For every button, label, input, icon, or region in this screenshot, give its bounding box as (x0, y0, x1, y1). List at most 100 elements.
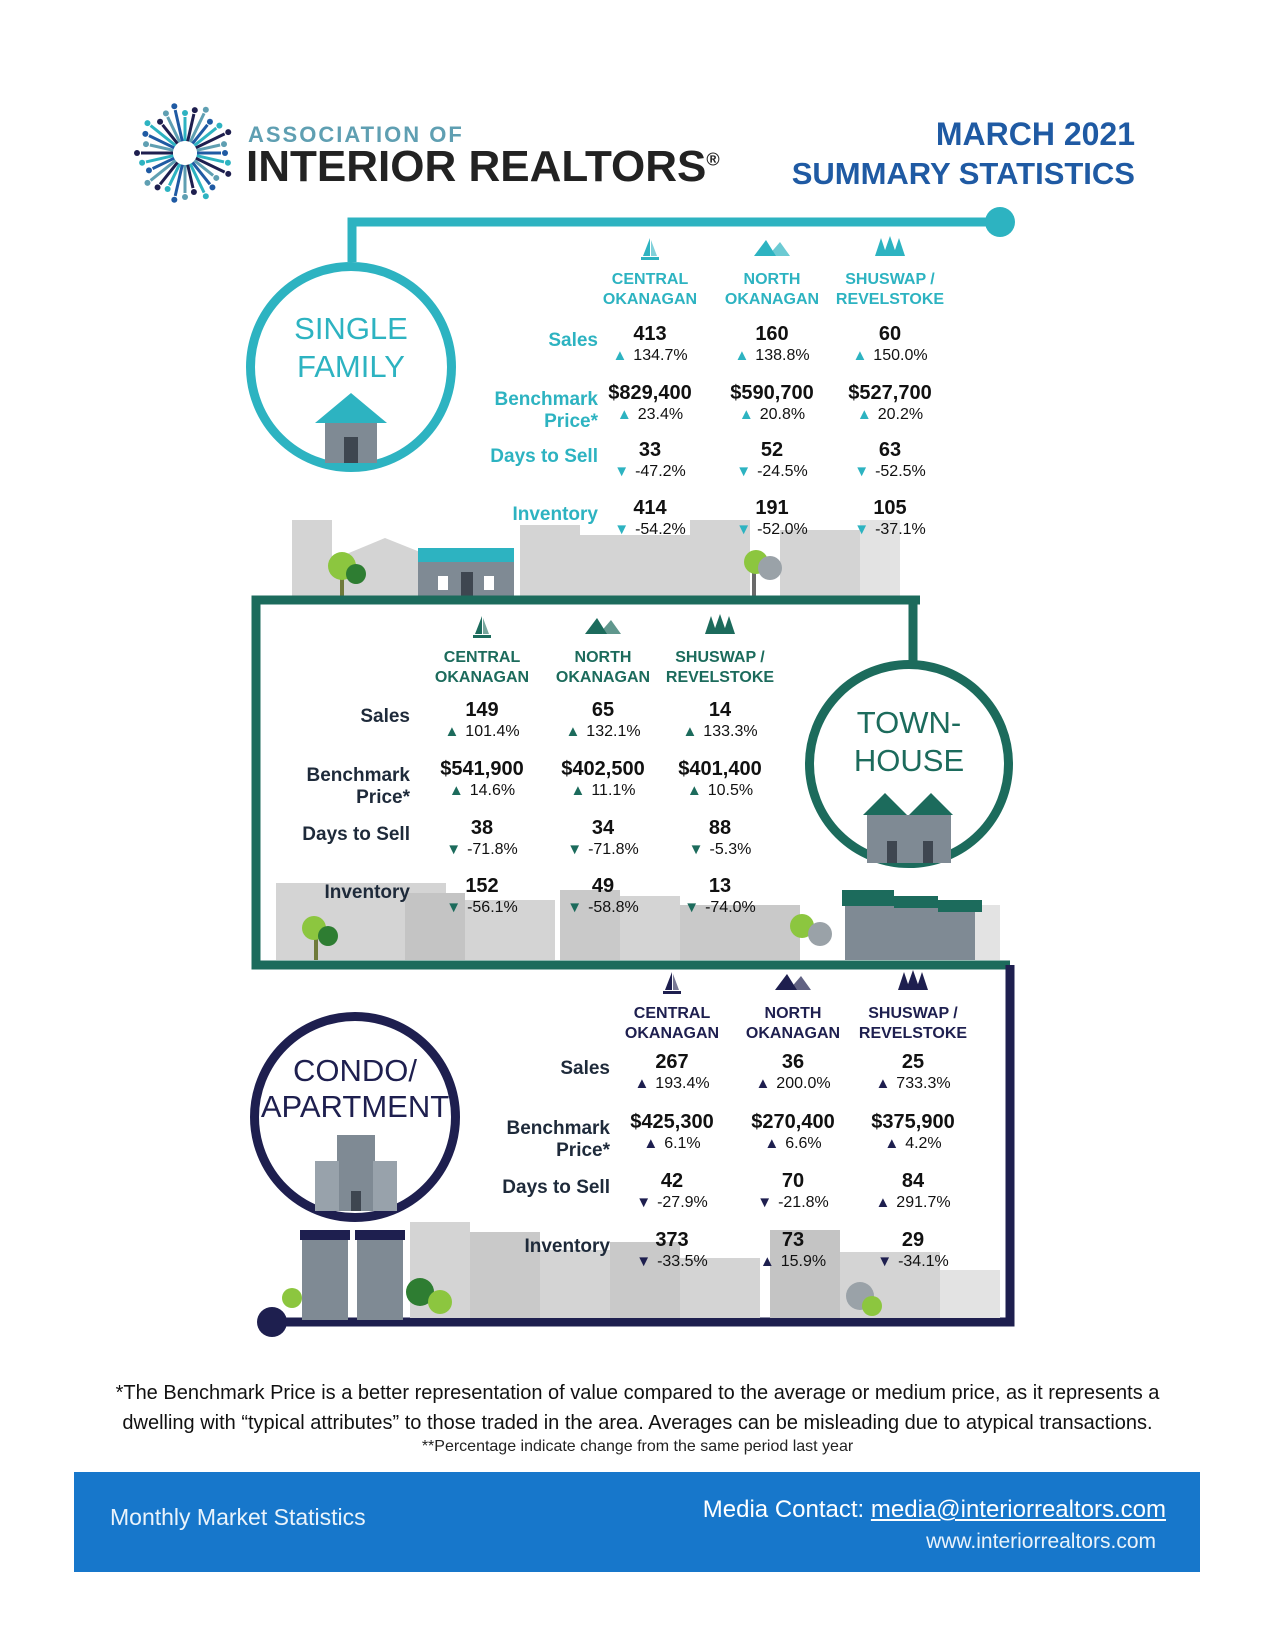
region-header-line1: NORTH (764, 1005, 822, 1022)
row-label-benchmark: Benchmark Price* (306, 765, 411, 808)
region-header: SHUSWAP / REVELSTOKE (660, 648, 780, 688)
condo-connector-dot (257, 1307, 287, 1337)
stat-change: -74.0% (705, 899, 756, 916)
row-label-days: Days to Sell (490, 446, 598, 467)
row-label-days: Days to Sell (302, 824, 410, 845)
stat-change: 200.0% (776, 1075, 831, 1092)
arrow-up-icon: ▲ (734, 347, 750, 364)
condo-frame (275, 965, 1015, 1327)
arrow-up-icon: ▲ (634, 1075, 650, 1092)
media-email-link[interactable]: media@interiorrealtors.com (870, 1496, 1166, 1523)
stat-cell: $527,700 ▲ 20.2% (830, 381, 950, 425)
region-header: SHUSWAP / REVELSTOKE (853, 1004, 973, 1044)
stat-value: 191 (755, 497, 789, 519)
stat-change: 134.7% (633, 347, 688, 364)
stat-cell: 84 ▲ 291.7% (853, 1169, 973, 1213)
region-icon-wrap (733, 970, 853, 996)
stat-cell: 414 ▼ -54.2% (590, 496, 710, 540)
stat-cell: 65 ▲ 132.1% (543, 698, 663, 742)
arrow-up-icon: ▲ (875, 1075, 891, 1092)
arrow-down-icon: ▼ (736, 521, 752, 538)
stat-change: 150.0% (873, 347, 928, 364)
stat-cell: $829,400 ▲ 23.4% (590, 381, 710, 425)
stat-value: $270,400 (751, 1111, 835, 1133)
arrow-down-icon: ▼ (567, 841, 583, 858)
stat-change: -37.1% (875, 521, 926, 538)
region-icon-wrap (612, 970, 732, 996)
mountains-icon (752, 240, 792, 262)
arrow-down-icon: ▼ (736, 463, 752, 480)
region-header-line1: CENTRAL (443, 649, 521, 666)
region-header: SHUSWAP / REVELSTOKE (830, 270, 950, 310)
stat-cell: $402,500 ▲ 11.1% (543, 757, 663, 801)
stat-cell: $541,900 ▲ 14.6% (422, 757, 542, 801)
single-family-title-line1: SINGLE (294, 311, 408, 346)
connector-dot (985, 207, 1015, 237)
arrow-up-icon: ▲ (759, 1253, 775, 1270)
stat-value: 105 (873, 497, 907, 519)
stat-value: 36 (781, 1051, 805, 1073)
region-header-line1: SHUSWAP / (845, 271, 935, 288)
arrow-down-icon: ▼ (684, 899, 700, 916)
stat-cell: 160 ▲ 138.8% (712, 322, 832, 366)
region-header: CENTRAL OKANAGAN (422, 648, 542, 688)
mountains-icon (583, 618, 623, 640)
stat-value: 267 (655, 1051, 689, 1073)
stat-change: 20.2% (877, 406, 924, 423)
arrow-up-icon: ▲ (612, 347, 628, 364)
single-family-skyline (292, 520, 900, 600)
stat-cell: $270,400 ▲ 6.6% (733, 1110, 853, 1154)
stat-value: $829,400 (608, 382, 692, 404)
stat-value: 160 (755, 323, 789, 345)
stat-change: -58.8% (588, 899, 639, 916)
stat-cell: 63 ▼ -52.5% (830, 438, 950, 482)
region-header: NORTH OKANAGAN (712, 270, 832, 310)
stat-value: $541,900 (440, 758, 524, 780)
region-icon-wrap (853, 970, 973, 996)
arrow-down-icon: ▼ (614, 521, 630, 538)
region-header-line2: OKANAGAN (434, 669, 530, 686)
footnote-line2: dwelling with “typical attributes” to th… (122, 1412, 1153, 1434)
stat-change: 733.3% (896, 1075, 951, 1092)
stat-value: 42 (660, 1170, 684, 1192)
stat-cell: 29 ▼ -34.1% (853, 1228, 973, 1272)
arrow-down-icon: ▼ (854, 521, 870, 538)
region-header-line2: OKANAGAN (555, 669, 651, 686)
sunburst-logo-icon (134, 103, 232, 203)
condo-title-line2: APARTMENT (260, 1089, 450, 1124)
region-icon-wrap (830, 236, 950, 262)
stat-cell: 38 ▼ -71.8% (422, 816, 542, 860)
region-header-line2: REVELSTOKE (665, 669, 775, 686)
single-family-title-line2: FAMILY (297, 349, 405, 384)
row-label-days: Days to Sell (502, 1177, 610, 1198)
footer-website-link[interactable]: www.interiorrealtors.com (926, 1530, 1156, 1553)
stat-value: 34 (591, 817, 615, 839)
stat-change: 4.2% (905, 1135, 942, 1152)
region-header: CENTRAL OKANAGAN (590, 270, 710, 310)
arrow-up-icon: ▲ (755, 1075, 771, 1092)
arrow-down-icon: ▼ (636, 1253, 652, 1270)
stat-cell: 13 ▼ -74.0% (660, 874, 780, 918)
arrow-down-icon: ▼ (854, 463, 870, 480)
stat-cell: 191 ▼ -52.0% (712, 496, 832, 540)
footer-media-contact: Media Contact: media@interiorrealtors.co… (703, 1496, 1166, 1524)
stat-value: 70 (781, 1170, 805, 1192)
stat-value: $402,500 (561, 758, 645, 780)
stat-change: -71.8% (467, 841, 518, 858)
stat-value: 14 (708, 699, 732, 721)
stat-change: -34.1% (898, 1253, 949, 1270)
sailboat-icon (639, 238, 661, 266)
stat-cell: 152 ▼ -56.1% (422, 874, 542, 918)
stat-cell: $425,300 ▲ 6.1% (612, 1110, 732, 1154)
trees-icon (896, 970, 930, 1000)
logo-association-text: ASSOCIATION OF (248, 122, 464, 147)
stat-value: 152 (465, 875, 499, 897)
stat-value: $425,300 (630, 1111, 714, 1133)
sailboat-icon (471, 616, 493, 644)
stat-cell: 36 ▲ 200.0% (733, 1050, 853, 1094)
stat-cell: 105 ▼ -37.1% (830, 496, 950, 540)
arrow-down-icon: ▼ (567, 899, 583, 916)
stat-value: $401,400 (678, 758, 762, 780)
stat-value: 13 (708, 875, 732, 897)
